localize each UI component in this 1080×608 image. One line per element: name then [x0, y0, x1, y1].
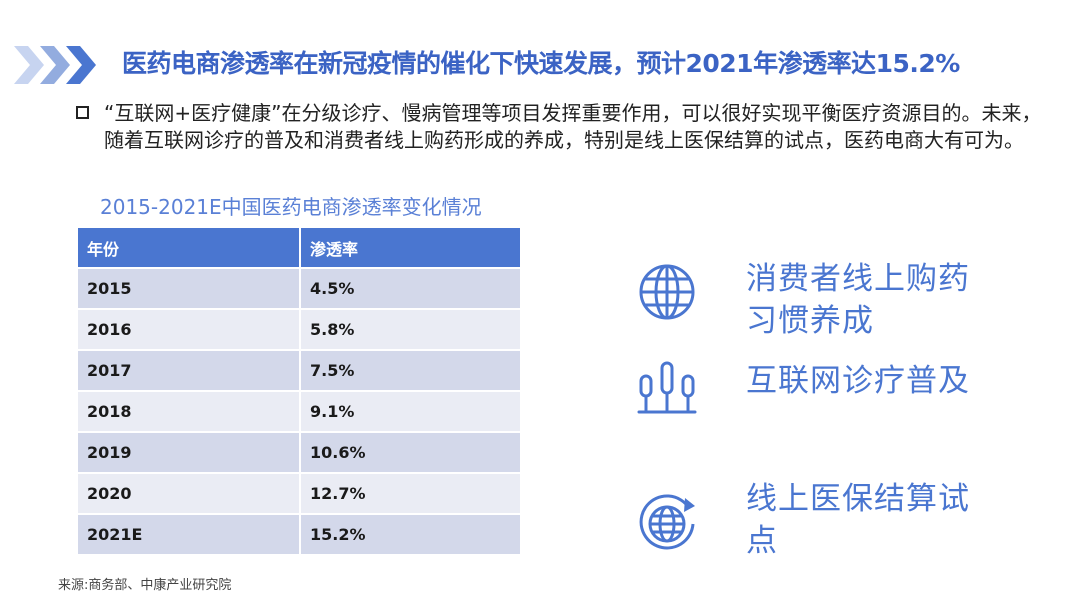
cell-rate: 9.1% — [299, 390, 520, 431]
table-row: 2020 12.7% — [78, 472, 520, 513]
penetration-table: 年份 渗透率 2015 4.5% 2016 5.8% 2017 7.5% 201… — [78, 228, 520, 554]
table-header-row: 年份 渗透率 — [78, 228, 520, 267]
cell-year: 2016 — [78, 308, 299, 349]
bullet-square-icon — [76, 106, 89, 119]
feature-label: 互联网诊疗普及 — [746, 363, 970, 399]
source-note: 来源:商务部、中康产业研究院 — [58, 578, 232, 593]
table-row: 2019 10.6% — [78, 431, 520, 472]
table-caption: 2015-2021E中国医药电商渗透率变化情况 — [100, 195, 482, 219]
globe-refresh-icon — [639, 494, 695, 550]
cell-rate: 15.2% — [299, 513, 520, 554]
cell-rate: 5.8% — [299, 308, 520, 349]
table-row: 2015 4.5% — [78, 267, 520, 308]
feature-label: 消费者线上购药习惯养成 — [746, 261, 970, 339]
cell-rate: 4.5% — [299, 267, 520, 308]
table-row: 2021E 15.2% — [78, 513, 520, 554]
chevron-arrows-icon — [14, 46, 96, 84]
cell-year: 2020 — [78, 472, 299, 513]
header-year: 年份 — [78, 228, 299, 267]
cell-rate: 7.5% — [299, 349, 520, 390]
cell-year: 2015 — [78, 267, 299, 308]
cell-year: 2018 — [78, 390, 299, 431]
cell-year: 2021E — [78, 513, 299, 554]
table-row: 2018 9.1% — [78, 390, 520, 431]
cell-rate: 10.6% — [299, 431, 520, 472]
feature-label: 线上医保结算试点 — [746, 481, 970, 559]
globe-icon — [639, 264, 695, 320]
page-title: 医药电商渗透率在新冠疫情的催化下快速发展，预计2021年渗透率达15.2% — [122, 49, 960, 78]
table-row: 2016 5.8% — [78, 308, 520, 349]
cell-year: 2017 — [78, 349, 299, 390]
table-row: 2017 7.5% — [78, 349, 520, 390]
cell-rate: 12.7% — [299, 472, 520, 513]
header-rate: 渗透率 — [299, 228, 520, 267]
cell-year: 2019 — [78, 431, 299, 472]
people-icon — [637, 361, 697, 414]
intro-paragraph: “互联网+医疗健康”在分级诊疗、慢病管理等项目发挥重要作用，可以很好实现平衡医疗… — [104, 101, 1042, 152]
